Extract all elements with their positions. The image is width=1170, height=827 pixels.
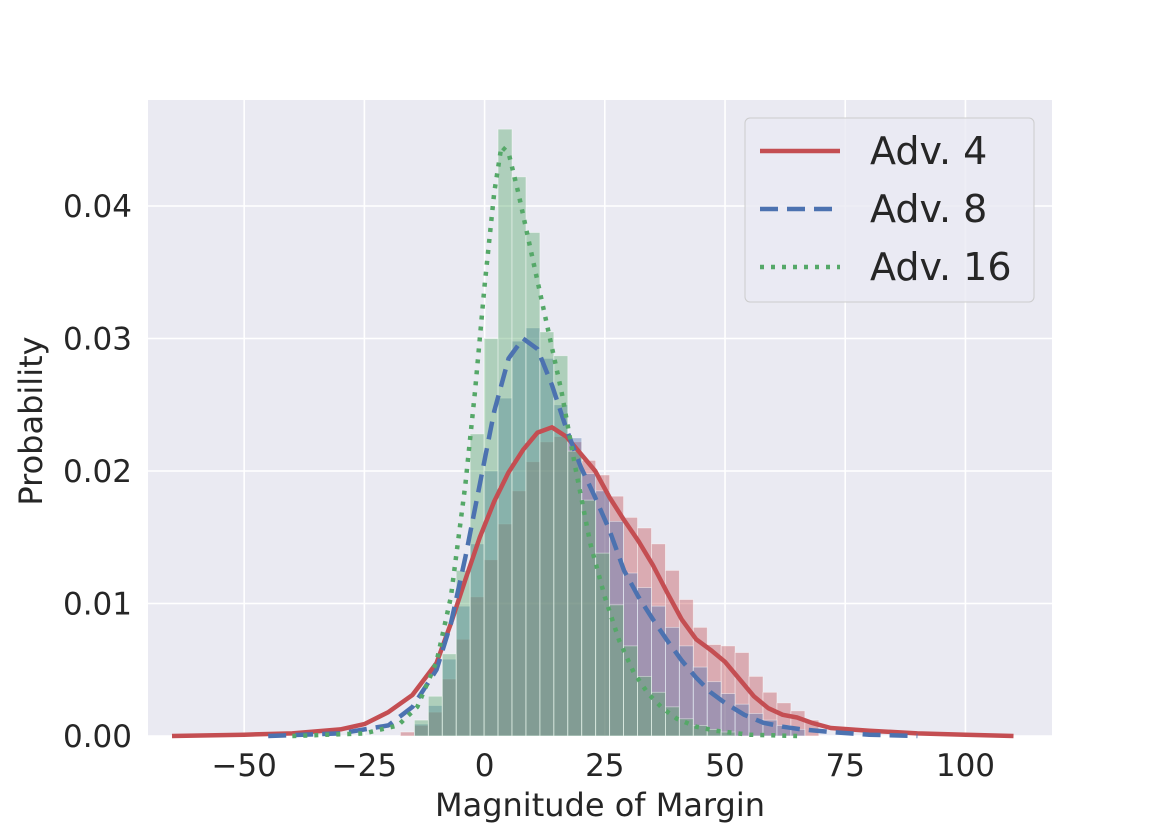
histogram-bars xyxy=(400,128,820,737)
legend-frame xyxy=(744,117,1035,303)
x-axis-ticks: −50 −25 0 25 50 75 100 xyxy=(211,748,995,784)
x-tick-label: 100 xyxy=(936,748,995,784)
x-tick-label: 50 xyxy=(705,748,744,784)
x-tick-label: −25 xyxy=(332,748,397,784)
histogram-bar xyxy=(441,653,457,737)
kde-line xyxy=(268,336,918,739)
histogram-bar xyxy=(609,604,624,737)
histogram-bar xyxy=(637,675,652,737)
histogram-bar xyxy=(595,552,611,737)
kde-line xyxy=(171,425,1014,739)
x-axis-label: Magnitude of Margin xyxy=(435,786,765,824)
x-tick-label: 0 xyxy=(475,748,495,784)
legend: Adv. 4 Adv. 8 Adv. 16 xyxy=(744,117,1035,303)
histogram-bar xyxy=(525,232,541,737)
y-tick-label: 0.04 xyxy=(63,189,132,225)
legend-label: Adv. 16 xyxy=(870,245,1012,289)
y-tick-label: 0.00 xyxy=(63,719,132,755)
y-tick-label: 0.02 xyxy=(63,454,132,490)
kde-lines xyxy=(171,144,1014,739)
y-axis-label: Probability xyxy=(12,336,50,505)
histogram-bar xyxy=(567,450,583,737)
x-tick-label: −50 xyxy=(211,748,276,784)
histogram-bar xyxy=(400,731,415,737)
histogram-bar xyxy=(651,691,666,737)
y-tick-label: 0.01 xyxy=(63,587,132,623)
legend-label: Adv. 4 xyxy=(870,129,987,173)
histogram-bar xyxy=(413,719,429,737)
histogram-bar xyxy=(497,128,513,737)
histogram-bar xyxy=(539,331,555,737)
y-tick-label: 0.03 xyxy=(63,322,132,358)
x-tick-label: 25 xyxy=(585,748,624,784)
histogram-bar xyxy=(427,695,443,737)
y-axis-ticks: 0.00 0.01 0.02 0.03 0.04 xyxy=(63,189,132,755)
x-tick-label: 75 xyxy=(826,748,865,784)
legend-label: Adv. 8 xyxy=(870,187,987,231)
